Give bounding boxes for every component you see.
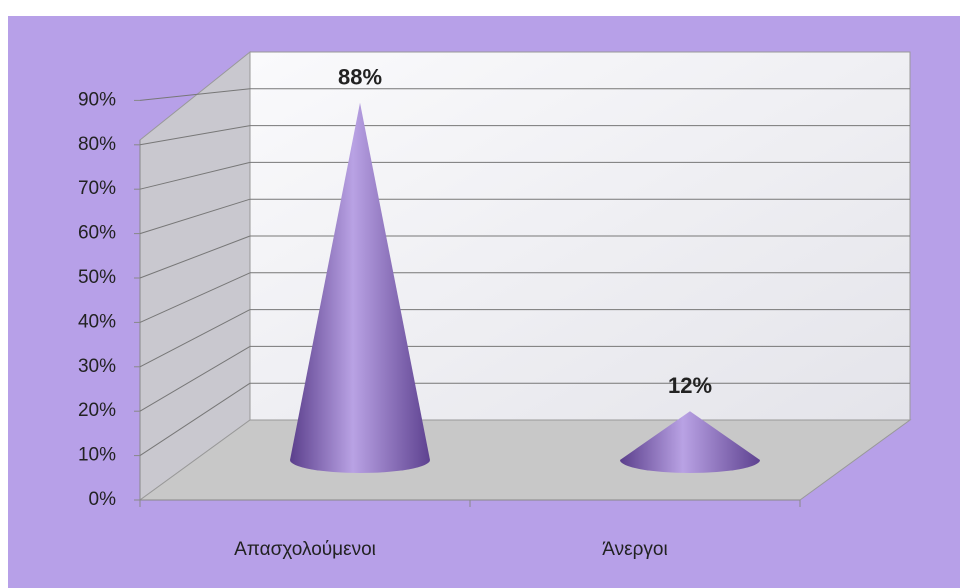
grid-line [139, 309, 251, 368]
grid-line [139, 272, 251, 323]
x-tick-label: Άνεργοι [602, 539, 667, 560]
grid-line [139, 125, 251, 146]
y-tick-label: 80% [78, 134, 116, 155]
floor [138, 419, 912, 501]
y-tick-label: 50% [78, 267, 116, 288]
grid-line [139, 161, 251, 190]
y-tick-label: 90% [78, 89, 116, 110]
x-tick-label: Απασχολούμενοι [234, 539, 376, 560]
grid-line [139, 198, 251, 235]
grid-line [139, 382, 251, 457]
y-tick-label: 20% [78, 400, 116, 421]
grid-line [139, 345, 251, 412]
y-tick-label: 40% [78, 311, 116, 332]
grid-line [139, 88, 251, 101]
y-tick-label: 0% [89, 489, 117, 510]
value-label: 88% [338, 65, 382, 90]
y-tick-label: 60% [78, 223, 116, 244]
cone [620, 411, 760, 473]
y-tick-label: 70% [78, 178, 116, 199]
grid-line [139, 235, 251, 279]
value-label: 12% [668, 373, 712, 398]
y-tick-label: 30% [78, 356, 116, 377]
y-tick-label: 10% [78, 445, 116, 466]
cone [290, 102, 430, 473]
